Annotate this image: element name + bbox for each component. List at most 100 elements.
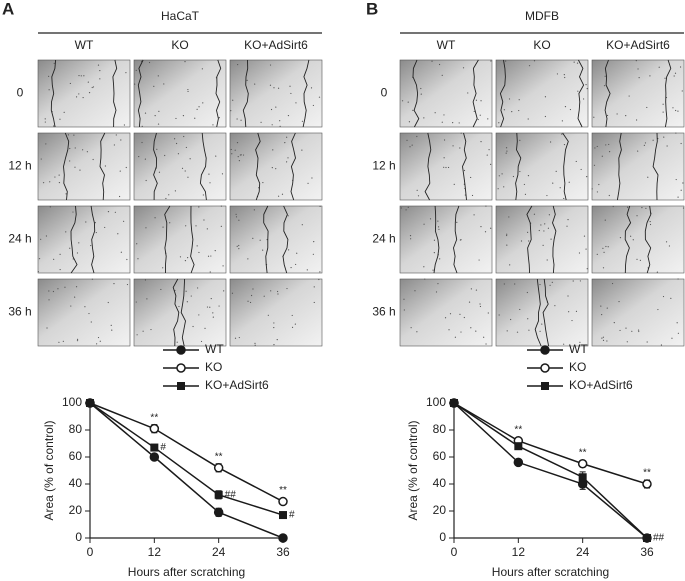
cell-speck (619, 329, 621, 332)
cell-speck (238, 248, 240, 250)
cell-speck (498, 314, 500, 316)
cell-speck (631, 330, 633, 332)
image (495, 278, 589, 347)
cell-speck (78, 242, 80, 244)
cell-speck (567, 219, 569, 221)
image (133, 205, 227, 274)
cell-speck (97, 336, 100, 339)
y-tick-label: 40 (433, 476, 447, 490)
cell-speck (249, 301, 252, 304)
cell-speck (411, 144, 413, 146)
cell-speck (123, 220, 125, 222)
cell-speck (136, 334, 138, 336)
marker (513, 457, 524, 468)
cell-speck (75, 286, 78, 288)
micrograph (399, 59, 493, 128)
cell-speck (647, 176, 649, 178)
y-axis-label: Area (% of control) (42, 420, 56, 520)
cell-speck (675, 109, 677, 112)
scratch-edge (282, 205, 289, 274)
scratch-edge (542, 278, 550, 347)
cell-speck (58, 181, 61, 184)
cell-speck (606, 114, 609, 117)
cell-speck (287, 157, 289, 159)
cell-speck (144, 112, 147, 114)
marker (150, 443, 159, 452)
cell-speck (467, 92, 469, 94)
cell-speck (441, 121, 443, 123)
cell-speck (254, 342, 256, 344)
cell-speck (184, 259, 187, 262)
legend-label: WT (569, 342, 588, 356)
cell-speck (484, 231, 487, 233)
cell-speck (40, 158, 42, 160)
cell-speck (613, 322, 615, 324)
marker (643, 534, 651, 542)
cell-speck (311, 177, 313, 179)
cell-speck (528, 240, 530, 242)
cell-speck (663, 136, 665, 138)
cell-speck (273, 87, 275, 89)
scratch-edge (302, 59, 310, 128)
scratch-edge (63, 132, 70, 201)
x-tick-label: 0 (87, 545, 94, 559)
scratch-edge (534, 278, 542, 347)
cell-speck (59, 118, 61, 120)
cell-speck (179, 256, 182, 258)
cell-speck (84, 306, 86, 308)
scratch-edge (604, 59, 611, 128)
cell-speck (567, 295, 569, 297)
cell-speck (511, 110, 513, 113)
cell-speck (575, 310, 578, 312)
cell-speck (252, 237, 254, 239)
x-tick-label: 24 (212, 545, 226, 559)
cell-speck (432, 269, 434, 271)
cell-speck (506, 244, 508, 246)
cell-speck (551, 281, 553, 283)
cell-speck (164, 154, 166, 157)
series-line (89, 402, 284, 539)
marker (450, 399, 458, 407)
cell-speck (286, 287, 288, 290)
cell-speck (555, 170, 557, 172)
image (495, 205, 589, 274)
cell-speck (65, 231, 67, 233)
cell-speck (656, 271, 658, 273)
column-label: WT (75, 38, 94, 52)
cell-speck (410, 238, 412, 240)
cell-speck (452, 122, 454, 124)
cell-speck (501, 173, 503, 175)
cell-speck (141, 125, 143, 127)
cell-speck (48, 290, 50, 292)
cell-speck (544, 115, 546, 118)
cell-speck (519, 139, 521, 141)
cell-speck (250, 294, 253, 297)
cell-speck (142, 330, 144, 332)
micrograph (399, 205, 493, 274)
cell-speck (604, 219, 606, 221)
column-label: KO+AdSirt6 (244, 38, 308, 52)
cell-speck (649, 223, 652, 226)
cell-speck (671, 337, 673, 339)
scratch-edge (562, 132, 569, 201)
cell-speck (636, 258, 638, 260)
cell-speck (232, 99, 234, 101)
cell-speck (490, 163, 492, 165)
cell-speck (175, 142, 178, 145)
cell-speck (190, 295, 192, 297)
cell-speck (416, 135, 418, 138)
cell-speck (57, 288, 59, 290)
cell-speck (63, 111, 65, 113)
cell-speck (571, 319, 573, 322)
cell-speck (85, 221, 87, 223)
cell-speck (177, 153, 180, 155)
cell-speck (125, 166, 127, 169)
micrograph (591, 278, 685, 347)
cell-speck (48, 299, 50, 301)
cell-speck (78, 93, 80, 95)
significance: # (289, 510, 295, 521)
cell-speck (150, 328, 152, 331)
scratch-edge (526, 205, 533, 274)
cell-speck (420, 87, 422, 90)
cell-speck (210, 255, 212, 257)
